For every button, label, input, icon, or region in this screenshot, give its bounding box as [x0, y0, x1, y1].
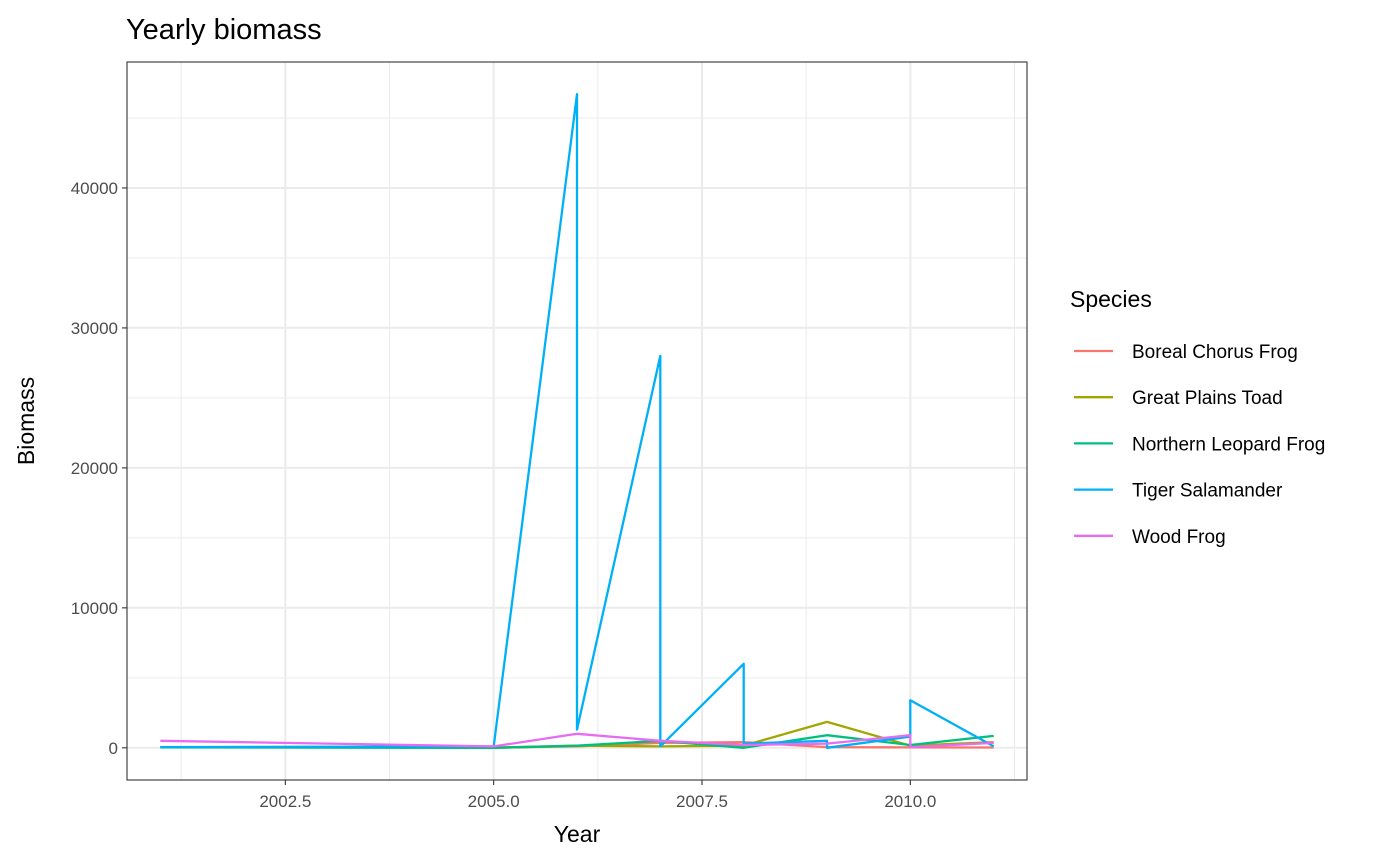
- y-axis-ticks: 0 10000 20000 30000 40000: [71, 179, 127, 758]
- chart-title: Yearly biomass: [126, 14, 322, 46]
- legend-label-tiger-salamander: Tiger Salamander: [1132, 481, 1283, 502]
- y-axis-title: Biomass: [13, 377, 39, 465]
- legend-label-wood-frog: Wood Frog: [1132, 527, 1226, 548]
- legend-title: Species: [1070, 286, 1152, 312]
- y-tick-label: 20000: [71, 459, 118, 478]
- y-tick-label: 30000: [71, 319, 118, 338]
- y-tick-label: 10000: [71, 599, 118, 618]
- x-axis-title: Year: [554, 821, 601, 847]
- series-line-wood-frog: [160, 732, 994, 749]
- legend-label-great-plains-toad: Great Plains Toad: [1132, 388, 1283, 409]
- y-tick-label: 0: [109, 739, 118, 758]
- x-tick-label: 2010.0: [884, 792, 936, 811]
- legend-label-northern-leopard-frog: Northern Leopard Frog: [1132, 434, 1325, 455]
- x-axis-ticks: 2002.5 2005.0 2007.5 2010.0: [259, 780, 936, 811]
- series-line-northern-leopard-frog: [160, 734, 994, 749]
- x-tick-label: 2005.0: [468, 792, 520, 811]
- legend: Species Boreal Chorus Frog Great Plains T…: [1070, 286, 1325, 548]
- y-tick-label: 40000: [71, 179, 118, 198]
- x-tick-label: 2002.5: [259, 792, 311, 811]
- legend-label-boreal-chorus-frog: Boreal Chorus Frog: [1132, 342, 1298, 363]
- plot-panel-border: [126, 61, 1028, 781]
- series-layer: [160, 93, 995, 749]
- x-tick-label: 2007.5: [676, 792, 728, 811]
